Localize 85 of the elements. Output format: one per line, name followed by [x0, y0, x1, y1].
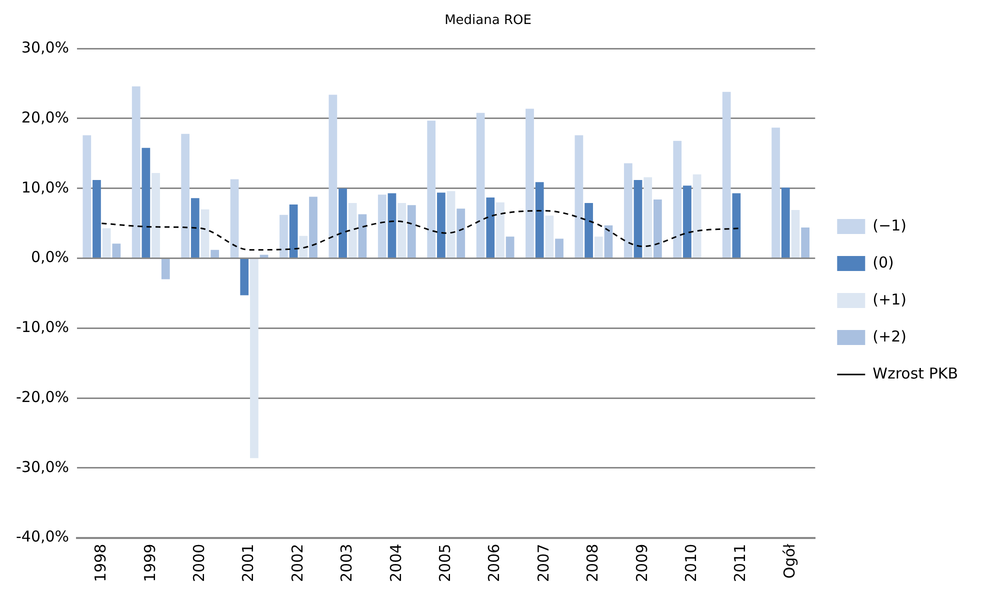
bar [555, 238, 564, 258]
bar [683, 186, 692, 258]
legend-label: Wzrost PKB [872, 364, 958, 382]
bar [486, 197, 495, 258]
x-tick-label: 2002 [288, 544, 306, 582]
y-tick-label: 0,0% [30, 248, 70, 266]
bar [654, 200, 662, 258]
bar [574, 135, 584, 258]
x-tick-label: 1998 [92, 544, 110, 582]
bar [240, 259, 249, 296]
bar [722, 92, 731, 258]
bar [328, 94, 338, 258]
x-tick-label: 2001 [239, 544, 258, 582]
bar [446, 191, 456, 258]
bar [388, 193, 396, 258]
bar [152, 173, 160, 258]
bar [584, 203, 593, 258]
bar [348, 203, 357, 258]
bar [112, 244, 121, 258]
legend-label: (+1) [872, 290, 906, 308]
bar [594, 236, 603, 258]
legend-label: (−1) [872, 216, 906, 234]
bar [378, 194, 386, 258]
x-tick-label: 2003 [338, 544, 356, 582]
x-tick-label: 2008 [584, 544, 602, 582]
y-tick-label: -10,0% [16, 318, 70, 336]
bar [161, 259, 170, 280]
x-tick-label: 2010 [682, 544, 700, 582]
bar [398, 203, 406, 258]
bar [791, 210, 800, 258]
bar [437, 192, 446, 258]
y-tick-label: -30,0% [16, 458, 70, 476]
bar [181, 134, 190, 258]
bar [545, 216, 554, 258]
chart-title: Mediana ROE [444, 13, 532, 28]
y-tick-label: -20,0% [16, 388, 70, 406]
y-tick-label: 10,0% [21, 178, 70, 196]
y-tick-label: -40,0% [16, 528, 70, 546]
y-tick-label: 20,0% [21, 108, 70, 126]
bar [338, 188, 347, 258]
bar [142, 148, 150, 258]
bar [604, 225, 613, 258]
x-tick-label: 2011 [731, 544, 750, 582]
bar [102, 228, 111, 258]
bar [299, 236, 308, 258]
bar [309, 196, 318, 258]
bar [644, 177, 652, 258]
bar [496, 202, 504, 258]
legend-label: (+2) [872, 327, 906, 346]
x-tick-label: 2009 [632, 544, 651, 582]
bar [624, 163, 632, 258]
bar [801, 228, 810, 258]
bar [250, 259, 258, 458]
x-tick-label: 2007 [534, 544, 552, 582]
bar [456, 208, 466, 258]
bar [781, 188, 790, 258]
y-tick-label: 30,0% [21, 38, 70, 56]
x-tick-label: 2000 [190, 544, 208, 582]
bar [407, 205, 416, 258]
bar [772, 128, 780, 258]
bar [210, 250, 220, 258]
x-tick-label: 2004 [386, 544, 405, 582]
bar [200, 209, 210, 258]
bar [92, 180, 101, 258]
x-tick-label: 2006 [485, 544, 504, 582]
x-tick-label: Ogół [780, 543, 798, 579]
bar [692, 174, 702, 258]
bar [230, 179, 239, 258]
bar [358, 214, 367, 258]
bar [634, 180, 642, 258]
bar [132, 86, 140, 258]
bar [82, 135, 92, 258]
bar [476, 112, 485, 258]
bar [427, 120, 436, 258]
bar [673, 140, 682, 258]
bar [190, 198, 200, 258]
bar [535, 182, 544, 258]
bar [280, 214, 288, 258]
bar [732, 193, 741, 258]
bar [289, 204, 298, 258]
x-tick-label: 2005 [436, 544, 454, 582]
bar [526, 108, 534, 258]
legend-label: (0) [872, 253, 894, 272]
bar [506, 236, 514, 258]
x-tick-label: 1999 [140, 544, 159, 582]
